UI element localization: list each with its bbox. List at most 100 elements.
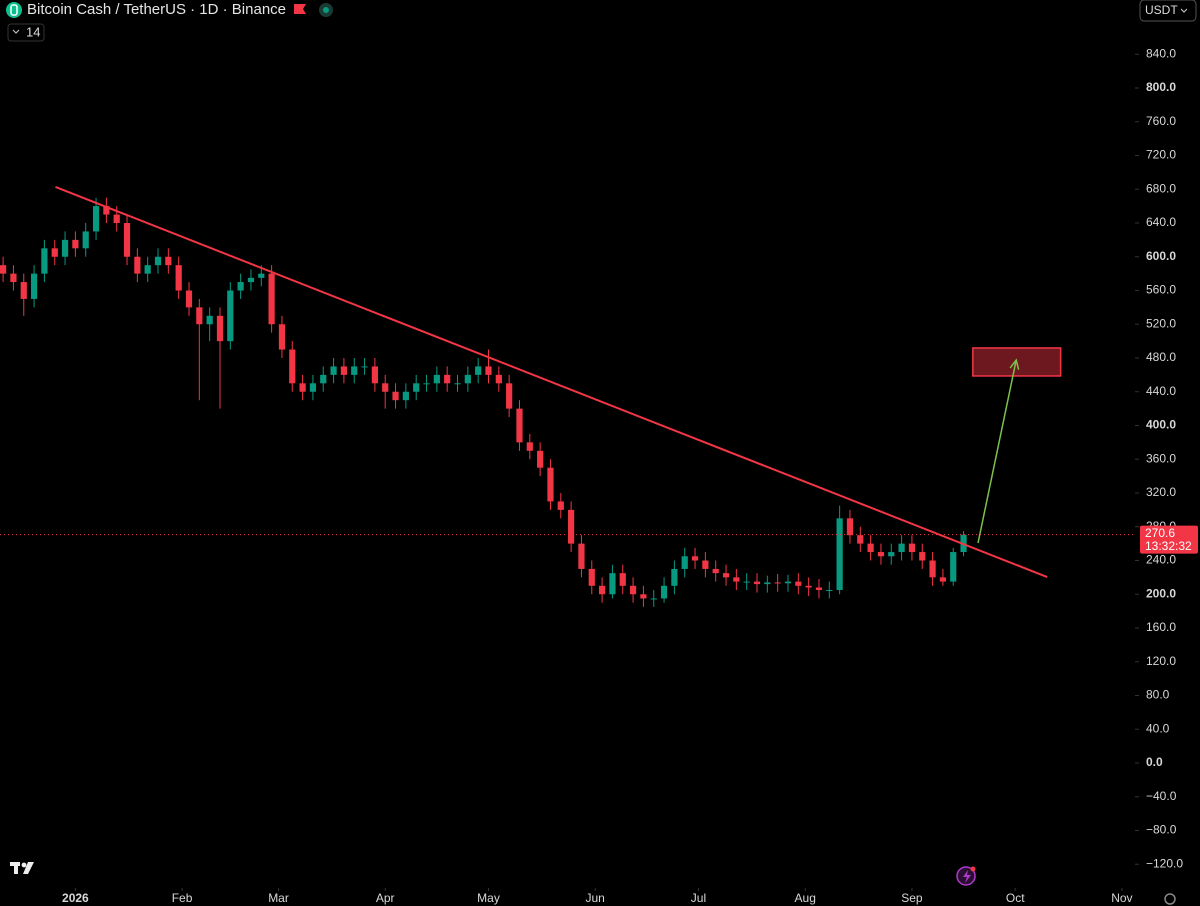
axes: 840.0 800.0 760.0 720.0 680.0 640.0 600.0 560.0… bbox=[62, 46, 1198, 905]
candle-body bbox=[144, 265, 151, 274]
candle-body bbox=[154, 256, 162, 266]
x-tick-label: Nov bbox=[1111, 891, 1132, 905]
tv-logo bbox=[10, 862, 34, 874]
indicator-box[interactable] bbox=[7, 23, 45, 42]
x-tick-label: May bbox=[477, 891, 500, 905]
candle-body bbox=[103, 206, 110, 215]
y-tick-label: 240.0 bbox=[1146, 553, 1176, 567]
candle-body bbox=[361, 366, 368, 368]
y-tick-label: 600.0 bbox=[1146, 249, 1176, 263]
candle-body bbox=[175, 265, 182, 291]
candle-body bbox=[846, 518, 854, 536]
candle-body bbox=[278, 324, 286, 350]
settings-icon[interactable] bbox=[1164, 893, 1176, 905]
y-tick-label: 760.0 bbox=[1146, 114, 1176, 128]
x-tick-label: Jul bbox=[691, 891, 706, 905]
x-tick-label: Mar bbox=[268, 891, 289, 905]
y-tick-label: 360.0 bbox=[1146, 451, 1176, 465]
candle-body bbox=[691, 556, 699, 561]
candle-body bbox=[247, 277, 255, 283]
currency-box[interactable] bbox=[1139, 0, 1197, 22]
last-price-label: 270.6 bbox=[1145, 526, 1175, 540]
candle-body bbox=[51, 248, 58, 257]
candle-body bbox=[206, 315, 213, 325]
candle-body bbox=[237, 282, 244, 291]
candle-body bbox=[92, 206, 100, 232]
candle-body bbox=[134, 256, 141, 274]
candle-body bbox=[877, 552, 885, 557]
candle-body bbox=[165, 256, 172, 266]
y-tick-label: 120.0 bbox=[1146, 654, 1176, 668]
candle-body bbox=[537, 450, 544, 468]
flag-icon[interactable] bbox=[294, 4, 306, 14]
candle-body bbox=[485, 366, 492, 375]
x-tick-label: Jun bbox=[585, 891, 604, 905]
y-tick-label: 800.0 bbox=[1146, 80, 1176, 94]
logo-part bbox=[23, 862, 34, 874]
candle-body bbox=[61, 239, 69, 257]
candle-body bbox=[41, 248, 48, 274]
candle-body bbox=[784, 581, 792, 584]
candle-body bbox=[289, 349, 296, 384]
candle-body bbox=[815, 587, 823, 591]
alert-glyph bbox=[963, 870, 971, 883]
candle-body bbox=[299, 383, 306, 392]
y-tick-label: 480.0 bbox=[1146, 350, 1176, 364]
trendline bbox=[55, 186, 1048, 578]
y-tick-label: 400.0 bbox=[1146, 418, 1176, 432]
candle-body bbox=[908, 543, 916, 553]
y-tick-label: −120.0 bbox=[1146, 856, 1183, 870]
candle-body bbox=[557, 501, 564, 510]
candle-body bbox=[939, 577, 947, 582]
candle-body bbox=[433, 374, 440, 384]
candle-body bbox=[258, 273, 265, 278]
candle-body bbox=[857, 535, 864, 544]
logo-part bbox=[21, 862, 27, 868]
candle-body bbox=[268, 273, 275, 325]
indicator-label: 14 bbox=[26, 24, 40, 39]
candle-body bbox=[919, 552, 926, 561]
candle-body bbox=[0, 265, 7, 274]
alert-dot bbox=[970, 866, 976, 872]
candle-body bbox=[681, 556, 688, 569]
candle-body bbox=[320, 374, 327, 384]
candle-body bbox=[464, 374, 471, 384]
y-tick-label: 0.0 bbox=[1146, 755, 1163, 769]
candle-body bbox=[113, 214, 120, 223]
candle-body bbox=[733, 577, 740, 582]
y-tick-label: 440.0 bbox=[1146, 384, 1176, 398]
candle-body bbox=[743, 581, 750, 583]
candle-body bbox=[382, 383, 389, 392]
candle-body bbox=[227, 290, 234, 342]
candle-body bbox=[506, 383, 513, 409]
y-tick-label: 40.0 bbox=[1146, 721, 1170, 735]
candle-body bbox=[764, 582, 771, 585]
y-tick-label: −40.0 bbox=[1146, 789, 1177, 803]
candle-body bbox=[454, 383, 461, 385]
candle-body bbox=[578, 543, 585, 569]
chevron bbox=[12, 29, 20, 34]
x-tick-label: 2026 bbox=[62, 891, 89, 905]
candle-body bbox=[371, 366, 378, 384]
candle-body bbox=[340, 366, 348, 375]
logo-part bbox=[14, 862, 18, 874]
y-tick-label: 200.0 bbox=[1146, 586, 1176, 600]
candle-body bbox=[547, 467, 554, 502]
x-tick-label: Aug bbox=[795, 891, 816, 905]
candle-body bbox=[588, 568, 595, 586]
candle-body bbox=[888, 552, 895, 557]
candle-body bbox=[568, 509, 575, 544]
candle-body bbox=[392, 391, 399, 401]
candle-body bbox=[898, 543, 905, 553]
currency-label[interactable]: USDT bbox=[1145, 3, 1178, 17]
candle-body bbox=[216, 315, 224, 342]
candle-body bbox=[402, 391, 409, 401]
y-tick-label: 320.0 bbox=[1146, 485, 1176, 499]
y-tick-label: −80.0 bbox=[1146, 823, 1177, 837]
y-tick-label: 640.0 bbox=[1146, 215, 1176, 229]
candle-body bbox=[929, 560, 936, 578]
candle-body bbox=[423, 383, 430, 385]
candle-body bbox=[444, 374, 451, 384]
candle-body bbox=[629, 585, 637, 595]
